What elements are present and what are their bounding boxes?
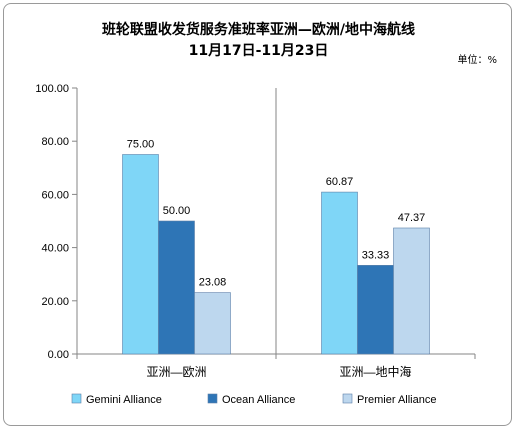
data-label: 75.00 [127, 139, 155, 151]
chart-data-labels: 75.00 60.87 50.00 33.33 23.08 47.37 [127, 139, 426, 289]
legend-entry: Ocean Alliance [222, 394, 295, 406]
chart-legend: Gemini Alliance Ocean Alliance Premier All… [71, 393, 436, 406]
chart-subtitle: 11月17日-11月23日 [188, 43, 329, 59]
legend-swatch [207, 393, 218, 404]
bar [321, 191, 358, 355]
chart-bars [122, 154, 430, 355]
bar [158, 220, 195, 355]
y-tick-label: 20.00 [41, 296, 69, 308]
data-label: 50.00 [163, 205, 191, 217]
y-tick-label: 60.00 [41, 189, 69, 201]
chart-frame [3, 3, 512, 426]
unit-label: 单位：% [457, 55, 497, 66]
chart-title: 班轮联盟收发货服务准班率亚洲—欧洲/地中海航线 [101, 22, 416, 38]
y-tick-label: 80.00 [41, 136, 69, 148]
legend-entry: Premier Alliance [357, 394, 436, 406]
x-tick-label: 亚洲—地中海 [339, 364, 411, 379]
data-label: 47.37 [398, 212, 426, 224]
legend-entry: Gemini Alliance [86, 394, 162, 406]
bar [194, 292, 231, 355]
bar [393, 227, 430, 355]
y-tick-label: 100.00 [35, 83, 69, 95]
data-label: 33.33 [362, 249, 390, 261]
data-label: 23.08 [199, 277, 227, 289]
bar [357, 265, 394, 355]
y-tick-label: 0.00 [48, 349, 69, 361]
bar [122, 154, 159, 355]
legend-swatch [342, 393, 353, 404]
chart-axes: 0.00 20.00 40.00 60.00 80.00 100.00 亚洲—欧洲 亚洲—地中… [35, 83, 476, 379]
y-tick-label: 40.00 [41, 243, 69, 255]
x-tick-label: 亚洲—欧洲 [146, 365, 206, 379]
legend-swatch [71, 393, 82, 404]
data-label: 60.87 [326, 176, 354, 188]
